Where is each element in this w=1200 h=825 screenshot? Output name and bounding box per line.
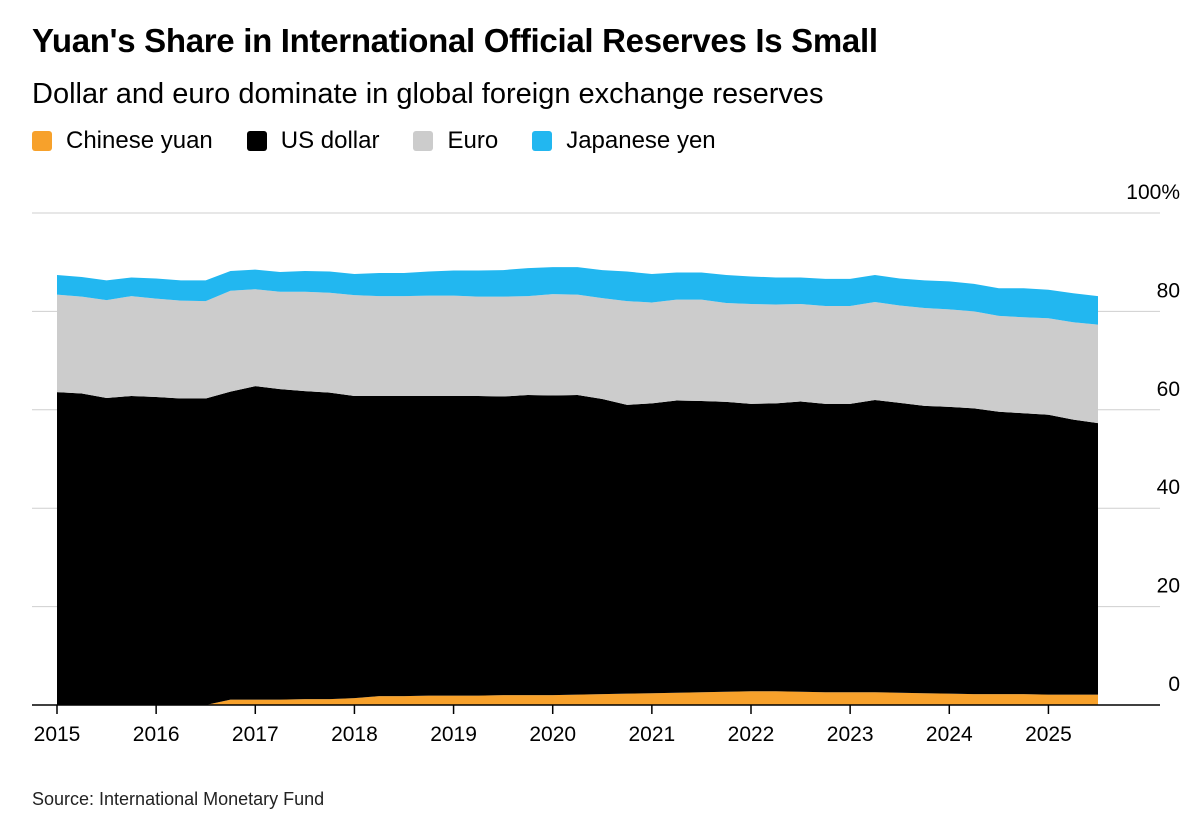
x-tick-label-2022: 2022 [728,723,775,746]
x-tick-label-2018: 2018 [331,723,378,746]
chart-subtitle: Dollar and euro dominate in global forei… [32,78,824,110]
chart-title: Yuan's Share in International Official R… [32,22,878,59]
area-series [57,267,1098,705]
legend: Chinese yuan US dollar Euro Japanese yen [32,127,750,155]
legend-label-euro: Euro [447,127,499,154]
series-area-euro [57,289,1098,424]
x-tick-label-2025: 2025 [1025,723,1072,746]
legend-label-us-dollar: US dollar [280,127,380,154]
legend-swatch-japanese-yen [532,131,553,151]
y-tick-label-0: 0 [1168,673,1180,696]
series-area-chinese-yuan [57,691,1098,705]
legend-swatch-chinese-yuan [32,131,52,151]
x-tick-label-2023: 2023 [827,723,874,746]
x-tick-label-2019: 2019 [430,723,477,746]
source-note: Source: International Monetary Fund [32,789,325,809]
y-tick-label-40: 40 [1157,476,1180,499]
x-tick-label-2015: 2015 [34,723,81,746]
legend-item-chinese-yuan: Chinese yuan [32,127,213,155]
y-tick-label-100: 100% [1126,181,1180,204]
x-tick-label-2024: 2024 [926,723,973,746]
legend-label-japanese-yen: Japanese yen [566,127,716,154]
legend-item-euro: Euro [413,127,498,155]
legend-label-chinese-yuan: Chinese yuan [66,127,213,154]
legend-item-us-dollar: US dollar [246,127,380,155]
y-tick-label-60: 60 [1157,378,1180,401]
x-tick-label-2021: 2021 [628,723,675,746]
x-tick-label-2020: 2020 [529,723,576,746]
legend-item-japanese-yen: Japanese yen [532,127,716,155]
series-area-japanese-yen [57,267,1098,325]
legend-swatch-us-dollar [246,131,267,151]
y-tick-label-80: 80 [1157,279,1180,302]
legend-swatch-euro [413,131,434,151]
x-tick-label-2016: 2016 [133,723,180,746]
series-area-us-dollar [57,386,1098,705]
axes: 0 20 40 60 80 100% 2015 2016 2017 2018 2019 2020 202… [32,181,1180,746]
x-tick-label-2017: 2017 [232,723,279,746]
y-tick-label-20: 20 [1157,575,1180,598]
